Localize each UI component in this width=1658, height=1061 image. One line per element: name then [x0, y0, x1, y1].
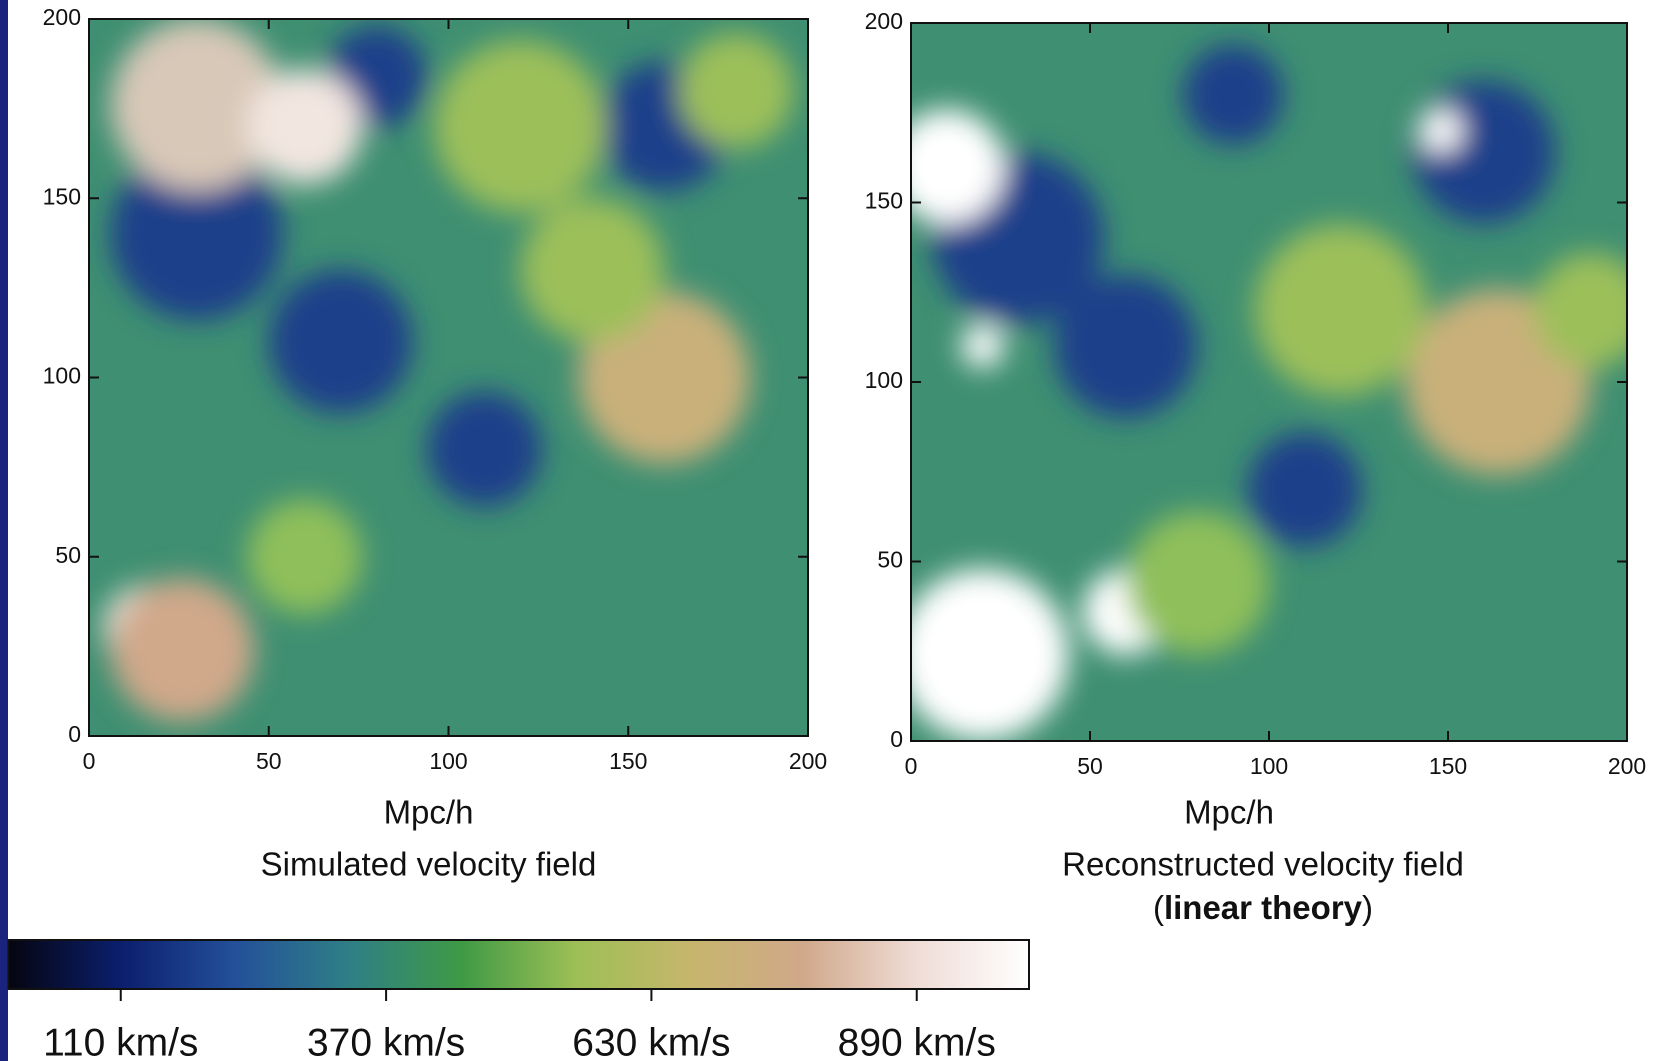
y-tick-label: 50	[877, 547, 903, 573]
field-blobs	[103, 19, 794, 722]
edge-strip	[0, 0, 8, 1061]
field-blob	[1533, 252, 1627, 368]
field-blob	[911, 109, 1005, 224]
x-tick-label: 50	[1077, 753, 1103, 779]
field-blob	[1247, 432, 1363, 547]
colorbar	[7, 939, 1030, 990]
chart-title: Reconstructed velocity field	[1062, 846, 1464, 883]
field-blob	[961, 324, 1005, 368]
x-tick-label: 150	[1429, 753, 1467, 779]
y-tick-label: 50	[55, 542, 81, 568]
y-tick-label: 200	[43, 4, 81, 30]
x-tick-label: 0	[905, 753, 918, 779]
field-blob	[110, 578, 255, 722]
x-axis-label: Mpc/h	[384, 794, 474, 831]
y-tick-label: 100	[43, 363, 81, 389]
y-tick-label: 100	[865, 367, 903, 393]
field-blob	[110, 19, 284, 192]
y-tick-label: 0	[890, 726, 903, 752]
field-blob	[110, 147, 284, 321]
heatmap-field	[89, 19, 808, 736]
y-tick-label: 200	[865, 8, 903, 34]
x-tick-label: 50	[256, 748, 282, 774]
colorbar-tick-label: 370 km/s	[307, 1021, 465, 1061]
field-blob	[1419, 109, 1463, 153]
field-blob	[434, 40, 607, 213]
x-tick-label: 100	[429, 748, 467, 774]
field-blob	[678, 33, 794, 149]
field-blob	[1054, 274, 1198, 418]
colorbar-tick-label: 110 km/s	[43, 1021, 198, 1061]
subtitle-part: (	[1153, 889, 1164, 926]
x-axis-label: Mpc/h	[1184, 794, 1274, 831]
x-tick-label: 0	[83, 748, 96, 774]
field-blob	[1412, 80, 1556, 224]
colorbar-tick-label: 630 km/s	[572, 1021, 730, 1061]
subtitle-part: )	[1362, 889, 1373, 926]
field-blob	[1254, 224, 1427, 397]
x-tick-label: 100	[1250, 753, 1288, 779]
field-blob	[426, 391, 542, 507]
y-tick-label: 0	[68, 721, 81, 747]
heatmap-field	[911, 23, 1627, 741]
field-blobs	[911, 44, 1627, 741]
field-blob	[268, 269, 413, 414]
subtitle-part: linear theory	[1164, 889, 1363, 926]
chart-subtitle: (linear theory)	[1153, 889, 1373, 926]
y-tick-label: 150	[43, 183, 81, 209]
colorbar-tick-label: 890 km/s	[838, 1021, 996, 1061]
field-blob	[911, 568, 1069, 741]
field-blob	[1125, 511, 1269, 655]
chart-title: Simulated velocity field	[261, 846, 597, 883]
x-tick-label: 200	[1608, 753, 1646, 779]
y-tick-label: 150	[865, 188, 903, 214]
field-blob	[520, 198, 665, 342]
x-tick-label: 200	[789, 748, 827, 774]
x-tick-label: 150	[609, 748, 647, 774]
field-blob	[247, 499, 363, 615]
field-blob	[1183, 44, 1284, 145]
field-blob	[247, 69, 363, 185]
